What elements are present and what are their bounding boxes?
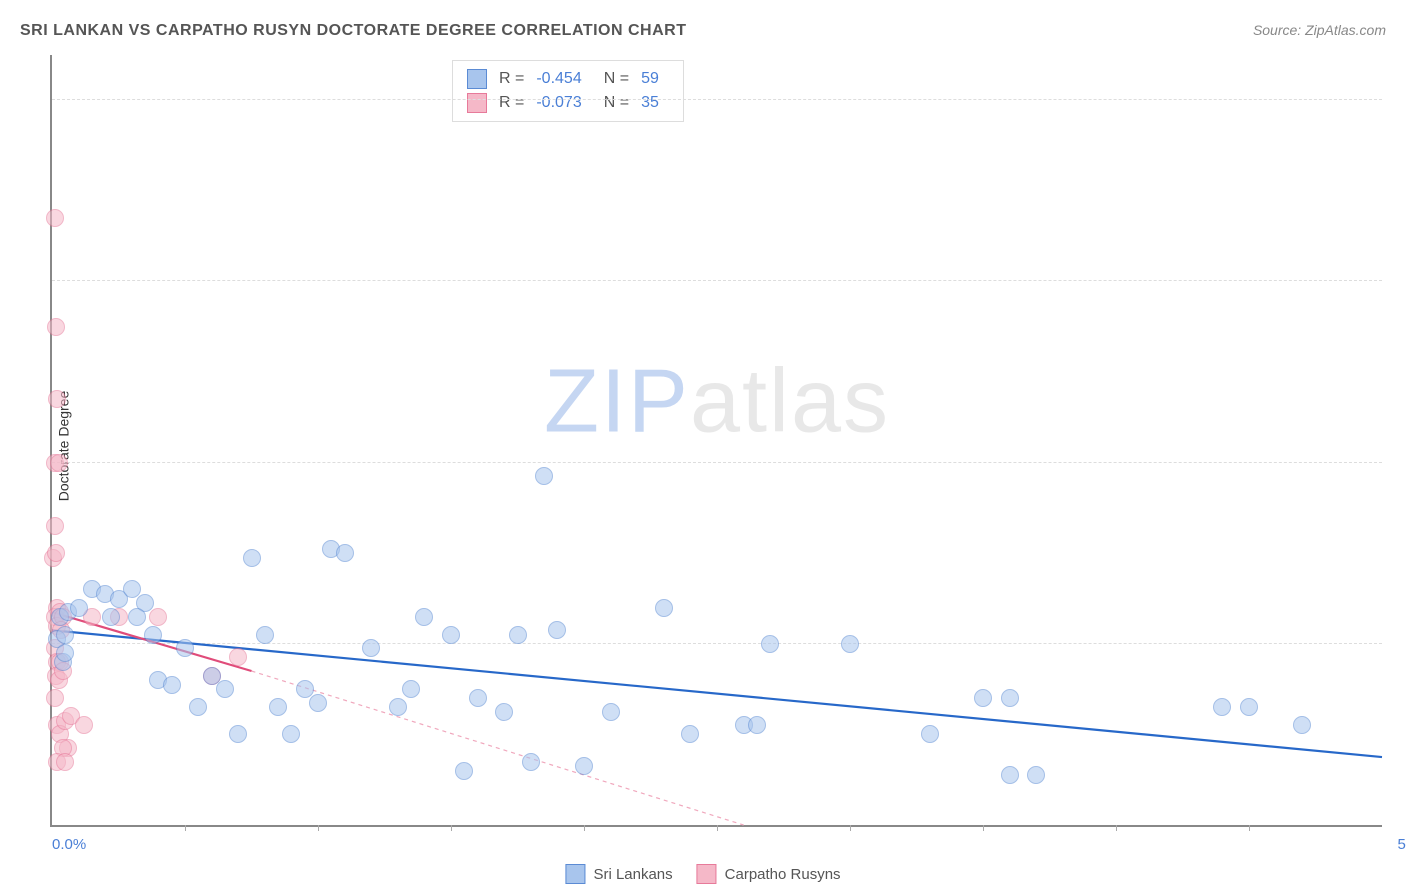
legend-swatch-0 (565, 864, 585, 884)
point-sri-lankan (282, 725, 300, 743)
point-sri-lankan (102, 608, 120, 626)
point-sri-lankan (535, 467, 553, 485)
point-sri-lankan (144, 626, 162, 644)
x-tick-mark (584, 825, 585, 831)
source-name: ZipAtlas.com (1305, 22, 1386, 38)
point-sri-lankan (495, 703, 513, 721)
point-carpatho-rusyn (56, 753, 74, 771)
point-sri-lankan (1001, 766, 1019, 784)
point-sri-lankan (216, 680, 234, 698)
source-attribution: Source: ZipAtlas.com (1253, 22, 1386, 38)
point-sri-lankan (522, 753, 540, 771)
point-sri-lankan (389, 698, 407, 716)
point-sri-lankan (402, 680, 420, 698)
x-tick-mark (850, 825, 851, 831)
point-sri-lankan (655, 599, 673, 617)
point-sri-lankan (1001, 689, 1019, 707)
x-tick-min: 0.0% (52, 836, 86, 853)
point-sri-lankan (974, 689, 992, 707)
source-prefix: Source: (1253, 22, 1305, 38)
point-sri-lankan (1027, 766, 1045, 784)
legend-swatch-1 (697, 864, 717, 884)
point-carpatho-rusyn (75, 716, 93, 734)
point-sri-lankan (921, 725, 939, 743)
x-tick-mark (1116, 825, 1117, 831)
point-sri-lankan (229, 725, 247, 743)
point-carpatho-rusyn (229, 648, 247, 666)
point-sri-lankan (575, 757, 593, 775)
x-tick-mark (318, 825, 319, 831)
point-sri-lankan (163, 676, 181, 694)
point-sri-lankan (56, 644, 74, 662)
trend-line (252, 671, 744, 825)
legend-label-1: Carpatho Rusyns (725, 866, 841, 883)
point-sri-lankan (70, 599, 88, 617)
point-sri-lankan (243, 549, 261, 567)
legend-bottom: Sri Lankans Carpatho Rusyns (565, 864, 840, 884)
x-tick-mark (717, 825, 718, 831)
point-sri-lankan (1240, 698, 1258, 716)
point-sri-lankan (748, 716, 766, 734)
point-sri-lankan (309, 694, 327, 712)
point-sri-lankan (442, 626, 460, 644)
trend-line (52, 630, 1382, 757)
point-sri-lankan (469, 689, 487, 707)
point-sri-lankan (336, 544, 354, 562)
point-carpatho-rusyn (47, 318, 65, 336)
point-carpatho-rusyn (149, 608, 167, 626)
x-tick-mark (451, 825, 452, 831)
trend-overlay (52, 55, 1382, 825)
point-sri-lankan (455, 762, 473, 780)
point-sri-lankan (415, 608, 433, 626)
point-carpatho-rusyn (46, 209, 64, 227)
plot-area: ZIPatlas R = -0.454 N = 59 R = -0.073 N … (50, 55, 1382, 827)
point-carpatho-rusyn (50, 454, 68, 472)
legend-item-0: Sri Lankans (565, 864, 672, 884)
point-sri-lankan (256, 626, 274, 644)
point-sri-lankan (602, 703, 620, 721)
point-sri-lankan (509, 626, 527, 644)
point-sri-lankan (56, 626, 74, 644)
point-sri-lankan (269, 698, 287, 716)
x-tick-max: 50.0% (1397, 836, 1406, 853)
point-sri-lankan (176, 639, 194, 657)
legend-item-1: Carpatho Rusyns (697, 864, 841, 884)
x-tick-mark (185, 825, 186, 831)
point-sri-lankan (1293, 716, 1311, 734)
point-carpatho-rusyn (47, 544, 65, 562)
point-sri-lankan (548, 621, 566, 639)
chart-title: SRI LANKAN VS CARPATHO RUSYN DOCTORATE D… (20, 22, 686, 40)
point-carpatho-rusyn (46, 689, 64, 707)
x-tick-mark (1249, 825, 1250, 831)
point-sri-lankan (362, 639, 380, 657)
point-sri-lankan (681, 725, 699, 743)
point-carpatho-rusyn (46, 517, 64, 535)
legend-label-0: Sri Lankans (593, 866, 672, 883)
x-tick-mark (983, 825, 984, 831)
point-carpatho-rusyn (48, 390, 66, 408)
point-sri-lankan (761, 635, 779, 653)
point-sri-lankan (128, 608, 146, 626)
point-sri-lankan (189, 698, 207, 716)
point-sri-lankan (1213, 698, 1231, 716)
point-sri-lankan (841, 635, 859, 653)
